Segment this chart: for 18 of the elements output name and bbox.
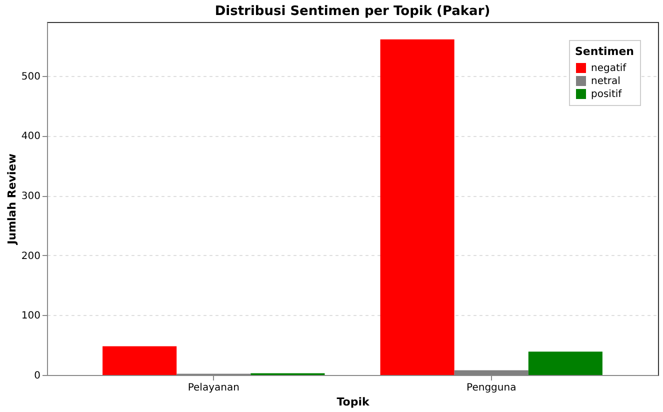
bar	[380, 39, 454, 375]
legend-label: positif	[591, 89, 622, 100]
y-tick-label: 500	[21, 71, 40, 82]
x-axis-title: Topik	[336, 396, 370, 408]
y-tick-label: 400	[21, 131, 40, 142]
y-axis-title: Jumlah Review	[5, 154, 18, 246]
chart-title: Distribusi Sentimen per Topik (Pakar)	[214, 4, 490, 19]
y-tick-label: 300	[21, 191, 40, 202]
x-tick-label: Pelayanan	[188, 382, 240, 394]
bar	[528, 352, 602, 375]
y-tick-label: 200	[21, 250, 40, 262]
legend-label: negatif	[591, 63, 627, 74]
legend-title: Sentimen	[575, 45, 634, 58]
legend-label: netral	[591, 76, 620, 87]
y-tick-label: 100	[21, 310, 40, 322]
y-tick-label: 0	[34, 370, 40, 382]
bar	[102, 346, 177, 375]
x-tick-label: Pengguna	[466, 382, 516, 394]
